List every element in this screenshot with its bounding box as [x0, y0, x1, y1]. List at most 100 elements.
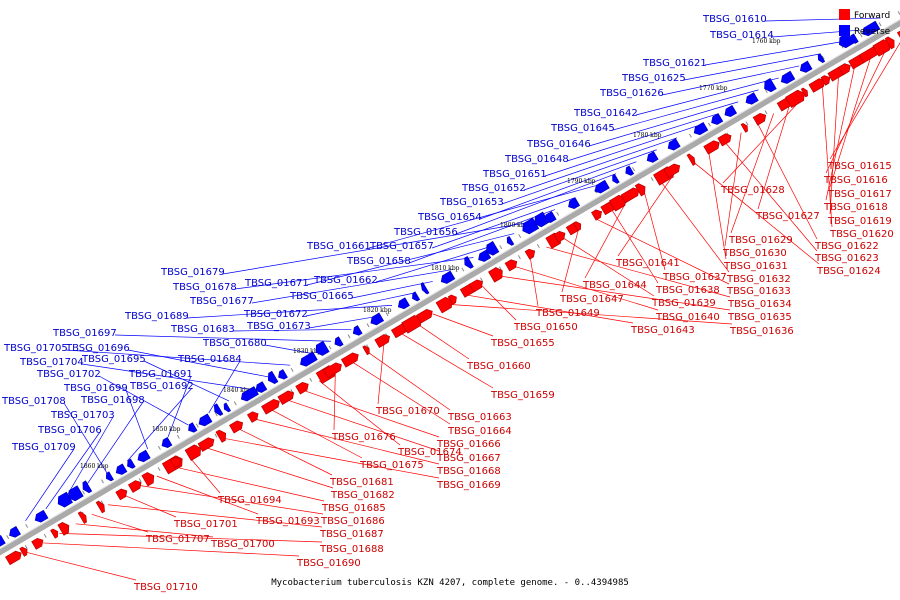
reverse-gene-label: TBSG_01651 — [482, 169, 547, 180]
axis-minor-tick — [100, 500, 104, 505]
forward-leader-line — [546, 246, 731, 298]
axis-minor-tick — [764, 89, 768, 94]
forward-gene-label: TBSG_01636 — [729, 326, 794, 337]
axis-minor-tick — [328, 345, 332, 350]
axis-minor-tick — [138, 478, 142, 483]
forward-gene-arrow — [896, 30, 900, 38]
reverse-leader-line — [635, 77, 779, 116]
axis-minor-tick — [25, 523, 29, 528]
forward-gene-label: TBSG_01628 — [720, 185, 785, 196]
reverse-gene-label: TBSG_01695 — [81, 354, 146, 365]
forward-gene-arrow — [295, 381, 309, 395]
forward-gene-label: TBSG_01664 — [447, 426, 512, 437]
forward-gene-label: TBSG_01620 — [829, 229, 894, 240]
reverse-gene-label: TBSG_01646 — [526, 139, 591, 150]
reverse-leader-line — [408, 209, 556, 264]
reverse-leader-line — [86, 401, 144, 486]
axis-minor-tick — [499, 245, 503, 250]
forward-gene-arrow — [50, 528, 58, 539]
forward-leader-line — [351, 361, 451, 425]
forward-gene-label: TBSG_01710 — [133, 582, 198, 593]
reverse-gene-arrow — [57, 491, 73, 508]
forward-gene-arrow — [261, 398, 280, 415]
kbp-tick-label: 1780 kbp — [633, 132, 662, 139]
reverse-gene-label: TBSG_01680 — [202, 338, 267, 349]
forward-gene-arrow — [620, 187, 640, 204]
reverse-gene-label: TBSG_01678 — [172, 282, 237, 293]
reverse-gene-label: TBSG_01703 — [50, 410, 115, 421]
forward-gene-arrow — [663, 163, 681, 179]
reverse-gene-label: TBSG_01626 — [599, 88, 664, 99]
forward-gene-arrow — [703, 140, 720, 155]
axis-band — [0, 19, 900, 556]
forward-gene-arrow — [785, 89, 805, 108]
reverse-gene-arrow — [255, 381, 268, 393]
forward-leader-line — [584, 199, 628, 279]
reverse-leader-line — [683, 53, 820, 81]
forward-gene-label: TBSG_01622 — [814, 241, 879, 252]
forward-gene-label: TBSG_01633 — [726, 286, 791, 297]
forward-gene-arrow — [184, 444, 201, 461]
reverse-leader-line — [612, 89, 759, 131]
reverse-leader-line — [455, 173, 617, 235]
forward-gene-label: TBSG_01687 — [319, 529, 384, 540]
reverse-gene-arrow — [817, 53, 826, 63]
legend: Forward Reverse — [839, 9, 891, 37]
forward-leader-line — [757, 122, 818, 240]
forward-leader-line — [302, 389, 440, 438]
kbp-tick-label: 1860 kbp — [80, 463, 109, 470]
reverse-gene-arrow — [440, 270, 456, 284]
reverse-gene-label: TBSG_01672 — [243, 309, 308, 320]
axis-minor-tick — [878, 22, 882, 27]
reverse-gene-label: TBSG_01689 — [124, 311, 189, 322]
forward-gene-arrow — [169, 456, 182, 469]
axis-minor-tick — [157, 445, 161, 450]
reverse-gene-label: TBSG_01648 — [504, 154, 569, 165]
forward-leader-line — [821, 84, 833, 228]
reverse-leader-line — [232, 328, 352, 332]
forward-leader-line — [611, 208, 659, 284]
reverse-gene-arrow — [780, 70, 796, 84]
forward-gene-label: TBSG_01635 — [727, 312, 792, 323]
forward-gene-label: TBSG_01659 — [490, 390, 555, 401]
forward-gene-label: TBSG_01676 — [331, 432, 396, 443]
reverse-gene-arrow — [106, 471, 114, 482]
reverse-gene-arrow — [127, 458, 136, 469]
reverse-gene-label: TBSG_01642 — [573, 108, 638, 119]
forward-gene-label: TBSG_01701 — [173, 519, 238, 530]
reverse-gene-label: TBSG_01704 — [19, 357, 84, 368]
reverse-gene-label: TBSG_01677 — [189, 296, 254, 307]
forward-gene-arrow — [634, 183, 646, 197]
forward-gene-label: TBSG_01669 — [436, 480, 501, 491]
forward-gene-arrow — [362, 345, 370, 356]
forward-leader-line — [75, 523, 214, 538]
reverse-leader-line — [208, 360, 241, 414]
forward-gene-arrow — [215, 429, 227, 443]
reverse-gene-label: TBSG_01653 — [439, 197, 504, 208]
forward-gene-label: TBSG_01619 — [827, 216, 892, 227]
forward-gene-label: TBSG_01616 — [823, 175, 888, 186]
forward-gene-label: TBSG_01670 — [375, 406, 440, 417]
forward-gene-arrow — [591, 209, 603, 221]
axis-minor-tick — [157, 467, 161, 471]
reverse-gene-label: TBSG_01645 — [550, 123, 615, 134]
legend-forward-swatch — [839, 9, 850, 20]
forward-gene-label: TBSG_01643 — [630, 325, 695, 336]
forward-gene-label: TBSG_01634 — [727, 299, 792, 310]
forward-gene-arrow — [838, 63, 851, 76]
forward-gene-arrow — [247, 411, 259, 423]
reverse-gene-arrow — [667, 138, 681, 151]
forward-leader-line — [617, 170, 677, 257]
forward-leader-line — [318, 380, 401, 446]
axis-minor-tick — [214, 412, 218, 417]
reverse-leader-line — [143, 360, 230, 402]
reverse-gene-label: TBSG_01625 — [621, 73, 686, 84]
forward-gene-label: TBSG_01688 — [319, 544, 384, 555]
reverse-gene-arrow — [137, 449, 151, 463]
forward-gene-arrow — [740, 122, 748, 133]
reverse-gene-label: TBSG_01654 — [417, 212, 482, 223]
kbp-tick-label: 1760 kbp — [752, 38, 781, 45]
reverse-gene-label: TBSG_01610 — [702, 14, 767, 25]
forward-gene-arrow — [488, 267, 503, 283]
reverse-leader-line — [544, 125, 698, 177]
